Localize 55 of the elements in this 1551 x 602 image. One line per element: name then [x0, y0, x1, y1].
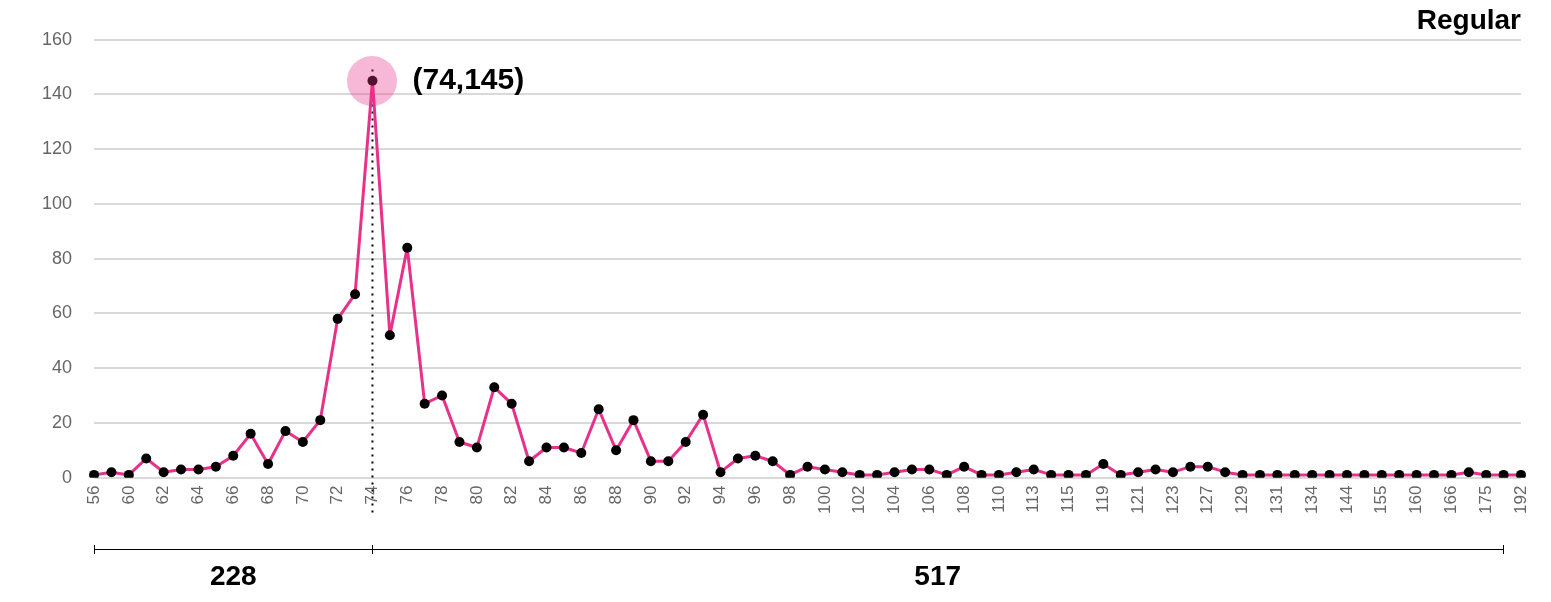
- x-tick-label: 92: [675, 485, 695, 505]
- x-tick-label: 64: [188, 485, 208, 505]
- y-tick-label: 20: [52, 411, 73, 432]
- x-tick-label: 70: [292, 485, 312, 505]
- x-tick-label: 56: [83, 485, 103, 505]
- y-tick-label: 80: [52, 247, 73, 268]
- x-tick-label: 144: [1336, 485, 1356, 515]
- x-tick-label: 82: [501, 485, 521, 505]
- y-tick-label: 140: [41, 83, 73, 104]
- x-tick-label: 60: [118, 485, 138, 505]
- x-tick-label: 90: [640, 485, 660, 505]
- x-tick-label: 123: [1162, 485, 1182, 515]
- x-tick-label: 76: [396, 485, 416, 505]
- x-tick-label: 104: [884, 485, 904, 515]
- x-tick-label: 86: [570, 485, 590, 505]
- x-tick-label: 100: [814, 485, 834, 515]
- x-tick-label: 166: [1441, 485, 1461, 515]
- x-tick-label: 113: [1023, 485, 1043, 513]
- y-tick-label: 0: [62, 466, 73, 487]
- text: 517: [914, 560, 962, 592]
- y-tick-label: 120: [41, 138, 73, 159]
- x-tick-label: 134: [1301, 485, 1321, 515]
- x-tick-label: 106: [919, 485, 939, 515]
- chart-title: Regular: [1416, 3, 1522, 35]
- x-tick-label: 98: [779, 485, 799, 505]
- x-tick-label: 94: [710, 485, 730, 505]
- annotation: (74,145): [412, 61, 525, 95]
- x-tick-label: 160: [1406, 485, 1426, 515]
- x-tick-label: 96: [745, 485, 764, 505]
- x-tick-label: 80: [466, 485, 486, 505]
- y-tick-label: 60: [52, 302, 73, 323]
- x-tick-label: 108: [953, 485, 973, 515]
- x-tick-label: 131: [1267, 485, 1287, 515]
- x-tick-label: 175: [1475, 485, 1495, 515]
- x-tick-label: 88: [605, 485, 625, 505]
- x-tick-label: 129: [1232, 485, 1252, 515]
- x-tick-label: 127: [1197, 485, 1217, 515]
- text: 228: [209, 560, 257, 592]
- x-tick-label: 72: [327, 485, 347, 505]
- x-tick-label: 74: [362, 485, 382, 505]
- x-tick-label: 68: [257, 485, 277, 505]
- y-tick-label: 40: [52, 357, 73, 378]
- x-tick-label: 62: [153, 485, 173, 505]
- x-tick-label: 84: [536, 485, 556, 505]
- y-tick-label: 100: [41, 192, 73, 213]
- x-tick-label: 66: [222, 485, 242, 505]
- x-tick-label: 192: [1510, 485, 1530, 515]
- y-tick-label: 160: [41, 28, 73, 49]
- x-tick-label: 110: [988, 485, 1008, 513]
- x-tick-label: 119: [1093, 485, 1113, 513]
- x-tick-label: 78: [431, 485, 451, 505]
- x-tick-label: 155: [1371, 485, 1391, 515]
- x-tick-label: 115: [1058, 485, 1078, 513]
- x-tick-label: 102: [849, 485, 869, 515]
- x-tick-label: 121: [1127, 485, 1147, 515]
